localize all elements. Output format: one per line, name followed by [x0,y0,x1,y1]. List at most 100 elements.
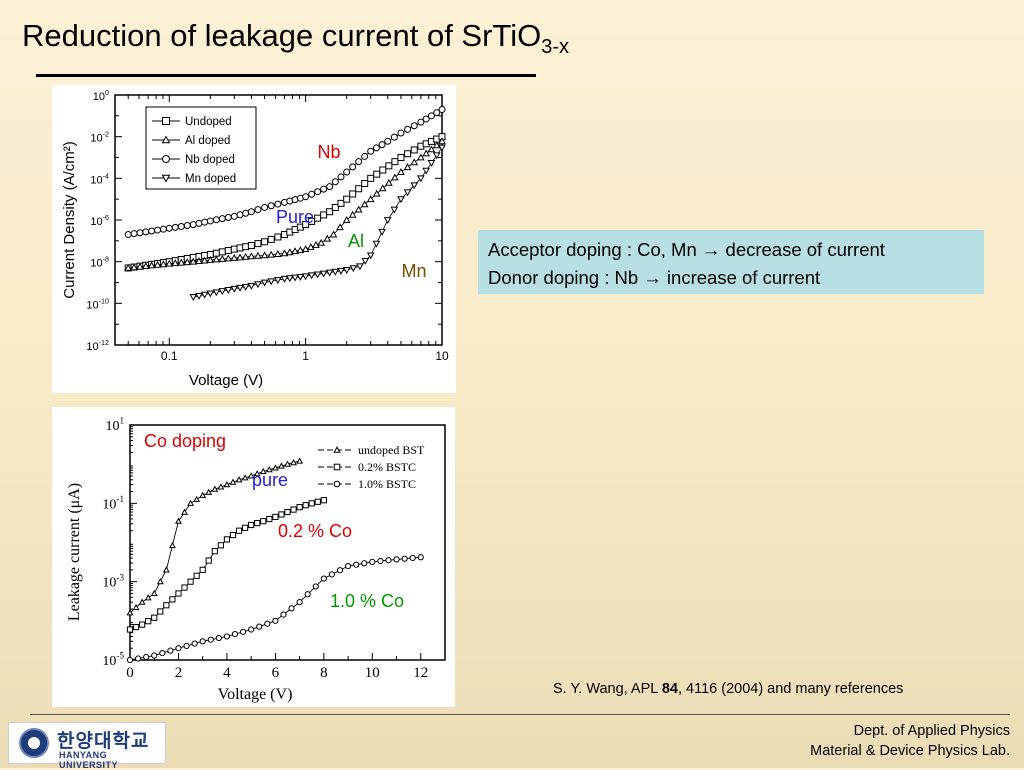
chart2-point [328,571,336,578]
chart2-xtick-label: 12 [413,665,428,681]
chart2-point [296,504,303,511]
reference-volume: 84 [661,681,678,697]
chart1-point [343,168,351,176]
chart2-point [235,527,243,534]
title-underline [36,74,536,77]
chart1-point [314,214,322,222]
chart1-point [230,253,239,261]
chart2-point [199,566,206,573]
chart1-point [224,254,233,262]
chart-current-density: 100 10-2 10-4 10-6 10-8 10-10 10-12 0.1 1 10 Undo… [52,85,456,393]
chart2-point [320,497,327,504]
chart1-point [313,271,322,279]
chart1-point [336,223,344,231]
chart1-point [236,211,244,219]
chart1-point [384,178,393,186]
chart1-point [291,247,299,255]
chart2-point [211,548,218,555]
chart2-point [248,521,255,529]
chart2-xtick-label: 2 [175,665,183,681]
chart1-point [159,260,168,268]
chart2-legend-marker [333,446,341,453]
chart1-point [267,235,275,243]
chart1-point [200,256,209,264]
chart2-point [241,474,249,481]
chart1-point [391,158,399,166]
chart1-point [171,259,180,267]
chart1-ytick-label: 100 [93,89,109,103]
chart1-point [314,188,322,196]
chart1-point [367,147,375,155]
chart1-point [274,277,282,285]
chart1-point [355,158,363,166]
chart2-point [199,491,207,498]
chart2-point [290,506,297,513]
chart2-point [353,561,360,568]
chart2-point [265,466,273,473]
slide-title-text: Reduction of leakage current of SrTiO [22,18,542,53]
chart1-legend-marker [161,174,171,183]
chart2-point [223,536,231,543]
chart2-point [151,614,158,621]
chart1-point [356,263,364,271]
chart2-point [159,649,166,657]
chart1-point [360,200,369,208]
chart1-point [296,273,305,281]
chart2-point [132,603,140,611]
chart1-point [195,219,203,227]
annotation-1-0-co: 1.0 % Co [330,591,404,611]
chart2-point [290,458,298,466]
chart2-point [175,645,182,652]
chart1-point [438,137,446,145]
chart1-point [301,245,310,253]
chart1-point [206,290,215,298]
chart1-point [397,168,405,175]
chart2-point [266,515,273,523]
chart2-legend-marker [333,463,341,471]
chart1-point [372,240,381,248]
chart1-point [378,184,387,192]
chart1-point [361,152,369,160]
chart1-point [337,199,345,207]
chart1-point [230,285,239,293]
chart1-ytick-label: 10-10 [86,297,109,311]
chart2-point [187,499,195,506]
chart1-point [280,275,289,283]
chart1-point [154,226,162,234]
chart2-point [181,584,188,591]
chart2-point [193,495,201,502]
reference-pages: , 4116 (2004) and many references [677,681,904,697]
chart1-point [261,203,269,211]
chart1-point [147,261,156,269]
chart1-point [236,253,244,261]
chart2-point [231,631,239,638]
chart1-point [397,196,405,204]
chart1-legend-label: Nb doped [185,154,235,166]
chart1-point [136,262,144,270]
chart1-legend-label: Mn doped [185,173,236,185]
chart2-point [126,626,134,633]
chart1-point [183,258,192,266]
chart2-point [156,578,164,585]
chart1-point [326,183,334,191]
chart2-point [126,656,134,664]
chart1-point [236,244,244,252]
chart2-point [278,511,285,518]
chart1-point [438,106,446,114]
chart1-legend-marker [162,155,170,163]
chart1-ytick-label: 10-12 [86,339,109,353]
chart2-point [260,518,267,525]
chart1-point [372,144,380,152]
chart1-point [306,243,315,250]
chart2-point [215,634,222,642]
chart1-point [373,170,381,178]
chart1-point [326,208,334,216]
chart1-point [379,166,387,174]
chart2-point [409,554,416,562]
chart1-point [254,240,262,248]
chart2-point [175,590,182,597]
chart1-point [331,204,339,212]
logo-english-name: HANYANG UNIVERSITY [59,750,119,770]
doping-callout: Acceptor doping : Co, Mn → decrease of c… [478,230,984,294]
chart2-point [229,478,237,485]
